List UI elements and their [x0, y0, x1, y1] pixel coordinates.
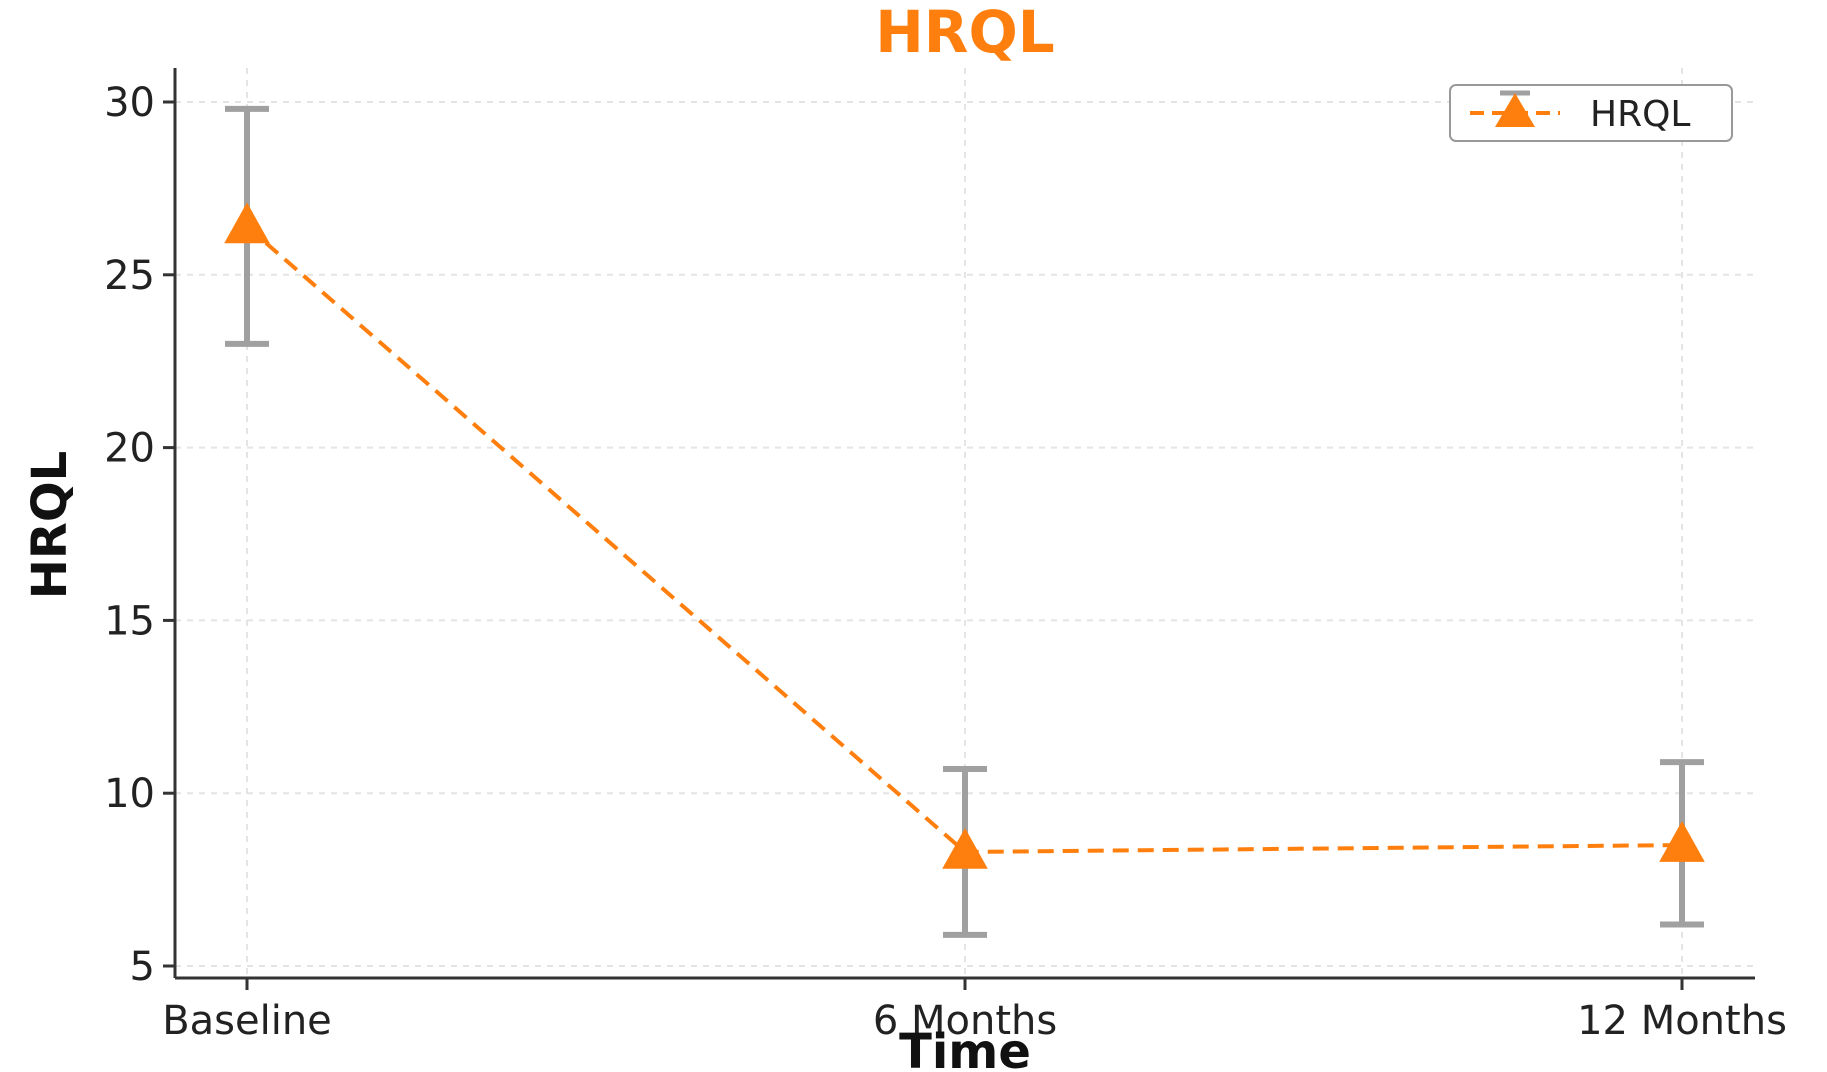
y-tick-label: 30	[104, 80, 155, 126]
x-tick-label: Baseline	[162, 998, 332, 1044]
axis-ticks: 5 10 15 20 25 30 Baseline 6 Months 12 Months	[104, 80, 1787, 1044]
y-axis-label: HRQL	[22, 451, 78, 600]
series-markers	[224, 202, 1705, 869]
error-bars	[225, 105, 1704, 938]
y-tick-label: 25	[104, 253, 155, 299]
data-point-triangle	[942, 827, 988, 869]
legend: HRQL	[1449, 84, 1733, 142]
y-tick-label: 20	[104, 426, 155, 472]
x-tick-label: 6 Months	[873, 998, 1057, 1044]
data-point-triangle	[1659, 821, 1705, 862]
data-point-triangle	[224, 202, 270, 244]
legend-triangle-icon	[1495, 93, 1535, 127]
y-tick-label: 15	[104, 598, 155, 644]
x-axis-label: Time	[899, 1024, 1031, 1072]
y-tick-label: 10	[104, 771, 155, 817]
legend-label: HRQL	[1590, 94, 1690, 135]
y-tick-label: 5	[130, 944, 155, 990]
x-tick-label: 12 Months	[1577, 998, 1787, 1044]
chart-title: HRQL	[875, 0, 1054, 66]
